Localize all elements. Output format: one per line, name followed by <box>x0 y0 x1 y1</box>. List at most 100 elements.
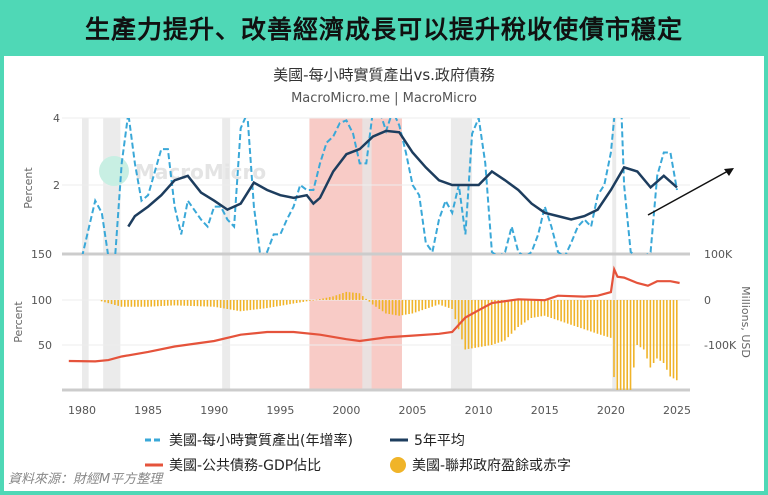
deficit-bar <box>533 300 536 318</box>
y-tick-label: 2 <box>53 179 60 192</box>
legend-debt[interactable]: 美國-公共債務-GDP佔比 <box>145 455 321 475</box>
deficit-bar <box>233 300 235 311</box>
deficit-bar <box>619 300 622 390</box>
legend-avg5[interactable]: 5年平均 <box>390 430 465 450</box>
deficit-bar <box>368 300 371 302</box>
deficit-bar <box>117 300 119 306</box>
deficit-bar <box>537 300 539 317</box>
deficit-bar <box>381 300 384 312</box>
y-tick-label: 150 <box>31 248 52 261</box>
deficit-bar <box>193 300 195 307</box>
deficit-bar <box>322 298 324 300</box>
deficit-bar <box>345 291 348 300</box>
deficit-bar <box>186 300 189 306</box>
deficit-bar <box>279 300 281 306</box>
deficit-bar <box>523 300 526 323</box>
deficit-bar <box>299 300 301 303</box>
deficit-bar <box>305 300 308 302</box>
deficit-bar <box>662 300 665 363</box>
deficit-bar <box>200 300 202 307</box>
deficit-bar <box>325 297 328 300</box>
deficit-bar <box>666 300 668 370</box>
deficit-bar <box>550 300 552 318</box>
legend-deficit[interactable]: 美國-聯邦政府盈餘或赤字 <box>390 455 571 475</box>
deficit-bar <box>371 300 374 305</box>
deficit-bar <box>616 300 619 390</box>
deficit-bar <box>418 300 420 312</box>
deficit-bar <box>342 293 344 300</box>
deficit-bar <box>540 300 543 317</box>
deficit-bar <box>114 300 116 305</box>
deficit-bar <box>292 300 295 304</box>
deficit-bar <box>474 300 476 348</box>
x-tick-label: 2005 <box>399 404 427 417</box>
deficit-bar <box>388 300 391 315</box>
deficit-bar <box>593 300 595 333</box>
deficit-bar <box>183 300 186 306</box>
deficit-bar <box>120 300 123 307</box>
deficit-bar <box>408 300 410 315</box>
y2-tick-label: 0 <box>704 294 711 307</box>
bottom-y2label: Millions, USD <box>739 286 752 358</box>
x-tick-label: 2010 <box>465 404 493 417</box>
deficit-bar <box>414 300 417 313</box>
deficit-bar <box>239 300 242 312</box>
deficit-bar <box>514 300 516 331</box>
deficit-bar <box>163 300 166 306</box>
deficit-bar <box>497 300 500 343</box>
chart-title: 美國-每小時實質產出vs.政府債務 <box>273 66 495 84</box>
deficit-bar <box>104 300 106 303</box>
deficit-bar <box>249 300 252 311</box>
deficit-bar <box>431 300 433 307</box>
deficit-bar <box>190 300 192 306</box>
deficit-bar <box>289 300 291 305</box>
deficit-bar <box>276 300 278 307</box>
deficit-bar <box>137 300 139 307</box>
x-tick-label: 1990 <box>200 404 228 417</box>
deficit-bar <box>583 300 586 330</box>
deficit-bar <box>259 300 262 309</box>
deficit-bar <box>444 300 447 307</box>
x-tick-label: 2020 <box>597 404 625 417</box>
deficit-bar <box>557 300 559 321</box>
y2-tick-label: 100K <box>704 248 733 261</box>
y-tick-label: 50 <box>38 339 52 352</box>
deficit-bar <box>385 300 387 314</box>
deficit-bar <box>166 300 169 306</box>
deficit-bar <box>447 300 450 308</box>
deficit-bar <box>656 300 658 359</box>
deficit-bar <box>378 300 381 309</box>
deficit-bar <box>262 300 265 309</box>
legend-productivity[interactable]: 美國-每小時實質產出(年增率) <box>145 430 353 450</box>
deficit-bar <box>130 300 133 307</box>
deficit-bar <box>352 292 354 300</box>
deficit-bar <box>216 300 219 308</box>
deficit-bar <box>213 300 215 307</box>
deficit-bar <box>613 300 615 378</box>
deficit-bar <box>642 300 645 350</box>
deficit-bar <box>391 300 394 315</box>
deficit-bar <box>196 300 199 307</box>
deficit-bar <box>457 300 460 330</box>
deficit-bar <box>411 300 414 314</box>
deficit-bar <box>652 300 655 363</box>
deficit-bar <box>209 300 212 307</box>
deficit-bar <box>504 300 506 341</box>
debt-gdp-line <box>68 265 680 363</box>
x-tick-label: 2000 <box>332 404 360 417</box>
deficit-bar <box>150 300 153 307</box>
x-tick-label: 2015 <box>531 404 559 417</box>
deficit-bar <box>147 300 149 307</box>
deficit-bar <box>573 300 576 326</box>
deficit-bar <box>424 300 427 309</box>
deficit-bar <box>441 300 443 306</box>
deficit-bar <box>203 300 205 307</box>
deficit-bar <box>219 300 222 308</box>
y-tick-label: 100 <box>31 294 52 307</box>
deficit-bar <box>421 300 424 311</box>
deficit-bar <box>467 300 470 349</box>
deficit-bar <box>107 300 110 304</box>
deficit-bar <box>669 300 671 377</box>
deficit-bar <box>335 295 338 300</box>
x-tick-label: 1980 <box>68 404 96 417</box>
